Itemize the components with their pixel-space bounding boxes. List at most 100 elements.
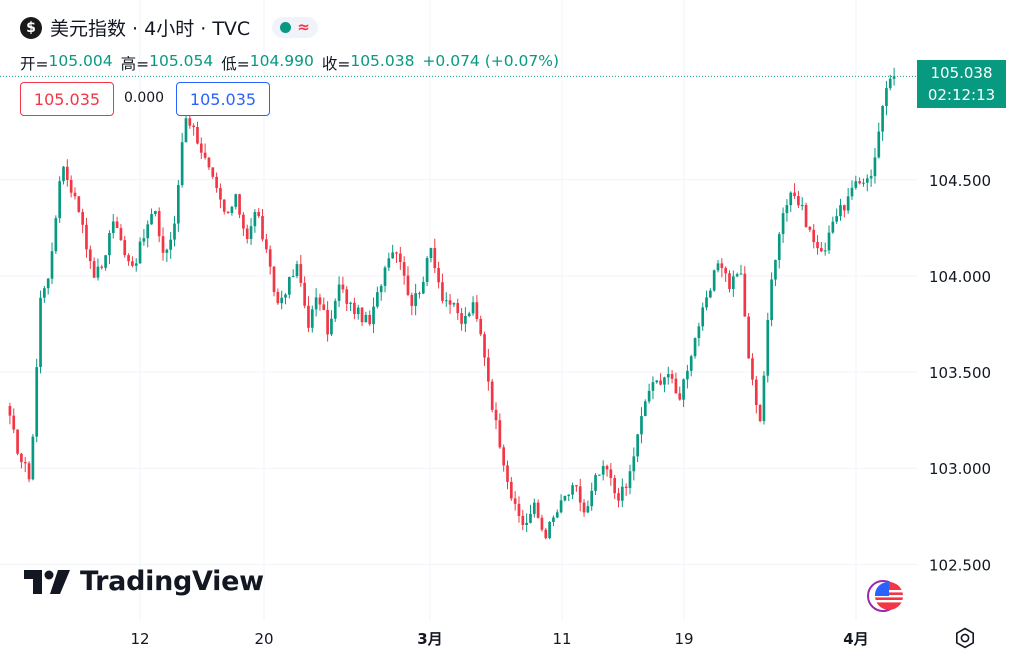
candle <box>751 353 754 386</box>
candle <box>873 147 877 184</box>
candle-body <box>617 493 620 501</box>
candle-body <box>31 436 35 480</box>
candle-body <box>265 239 268 250</box>
candle <box>483 331 486 366</box>
candle-body <box>280 297 284 304</box>
candle-body <box>230 206 234 213</box>
candle <box>418 291 421 299</box>
candle <box>165 248 169 262</box>
candle <box>54 215 58 254</box>
candle-body <box>789 192 793 206</box>
candle-body <box>188 118 192 126</box>
candle-body <box>705 297 708 308</box>
candle <box>846 187 850 214</box>
candle <box>433 238 437 273</box>
symbol-title[interactable]: 美元指数 · 4小时 · TVC <box>50 18 251 40</box>
candle <box>20 452 23 469</box>
candle-body <box>754 379 758 406</box>
candle-body <box>724 268 728 274</box>
candle-body <box>284 294 287 298</box>
candle-body <box>372 306 375 325</box>
candle-body <box>743 273 747 317</box>
candle <box>364 311 368 323</box>
settings-gear-icon[interactable] <box>954 627 976 649</box>
candle-body <box>142 238 146 242</box>
candle <box>211 167 215 179</box>
candle-body <box>720 263 724 269</box>
y-axis: 102.500 103.000 103.500 104.000 104.500 <box>929 172 991 575</box>
candle <box>513 491 517 511</box>
candle-body <box>39 297 42 368</box>
candle <box>467 311 471 318</box>
candle <box>877 122 881 159</box>
candle <box>249 218 253 245</box>
candle <box>594 473 597 496</box>
candle <box>686 364 689 389</box>
candle <box>517 496 521 523</box>
candle-body <box>517 503 521 516</box>
candle-body <box>444 300 448 302</box>
candle-body <box>548 521 551 539</box>
candle-body <box>479 318 483 335</box>
candle <box>544 527 548 540</box>
close-value: 105.038 <box>350 52 415 70</box>
candle <box>464 307 467 332</box>
candle-body <box>81 211 84 225</box>
candle <box>747 313 750 359</box>
candle <box>804 202 808 228</box>
tradingview-logo[interactable]: TradingView <box>24 566 264 597</box>
candle <box>448 293 452 314</box>
candle-body <box>62 166 65 182</box>
candle <box>234 193 238 210</box>
candle-body <box>307 305 310 328</box>
candle <box>372 297 375 334</box>
candle <box>238 193 241 219</box>
candle <box>693 337 697 359</box>
candle-body <box>383 267 387 286</box>
last-price-value: 105.038 <box>930 64 993 82</box>
candle <box>337 276 341 308</box>
candle-body <box>770 279 773 321</box>
candle <box>774 259 777 287</box>
candle-body <box>418 293 421 295</box>
candle-body <box>628 471 632 488</box>
candle-body <box>643 401 647 417</box>
buy-button[interactable]: 105.035 <box>176 82 270 116</box>
candle <box>50 242 54 285</box>
candle <box>85 218 88 258</box>
bar-countdown: 02:12:13 <box>927 86 996 104</box>
candle <box>605 464 609 477</box>
candle <box>376 286 379 309</box>
candle <box>65 159 69 187</box>
candle <box>31 434 35 481</box>
us-flag-icon[interactable] <box>866 580 906 612</box>
candle-body <box>636 434 639 457</box>
market-status[interactable]: ≈ <box>272 17 318 38</box>
candle <box>222 199 226 215</box>
candle-body <box>8 406 12 416</box>
candle <box>154 210 157 217</box>
sell-button[interactable]: 105.035 <box>20 82 114 116</box>
candle <box>441 273 444 304</box>
candle <box>498 413 502 449</box>
candle-body <box>234 194 238 207</box>
candle <box>402 256 406 285</box>
x-axis: 12 20 3月 11 19 4月 <box>130 630 868 648</box>
candle <box>69 175 73 198</box>
candle <box>127 253 130 266</box>
candle-body <box>100 266 104 268</box>
candle-body <box>873 157 877 177</box>
candle-body <box>559 500 563 513</box>
candle-body <box>858 181 861 184</box>
open-label: 开= <box>20 55 49 73</box>
candle <box>318 293 322 311</box>
candle-body <box>747 316 750 359</box>
candle-body <box>353 302 356 315</box>
candle-body <box>92 261 96 278</box>
candle <box>421 276 425 295</box>
candle <box>196 121 199 145</box>
candle <box>532 498 536 518</box>
candle-body <box>58 181 62 219</box>
candle-body <box>196 127 199 144</box>
